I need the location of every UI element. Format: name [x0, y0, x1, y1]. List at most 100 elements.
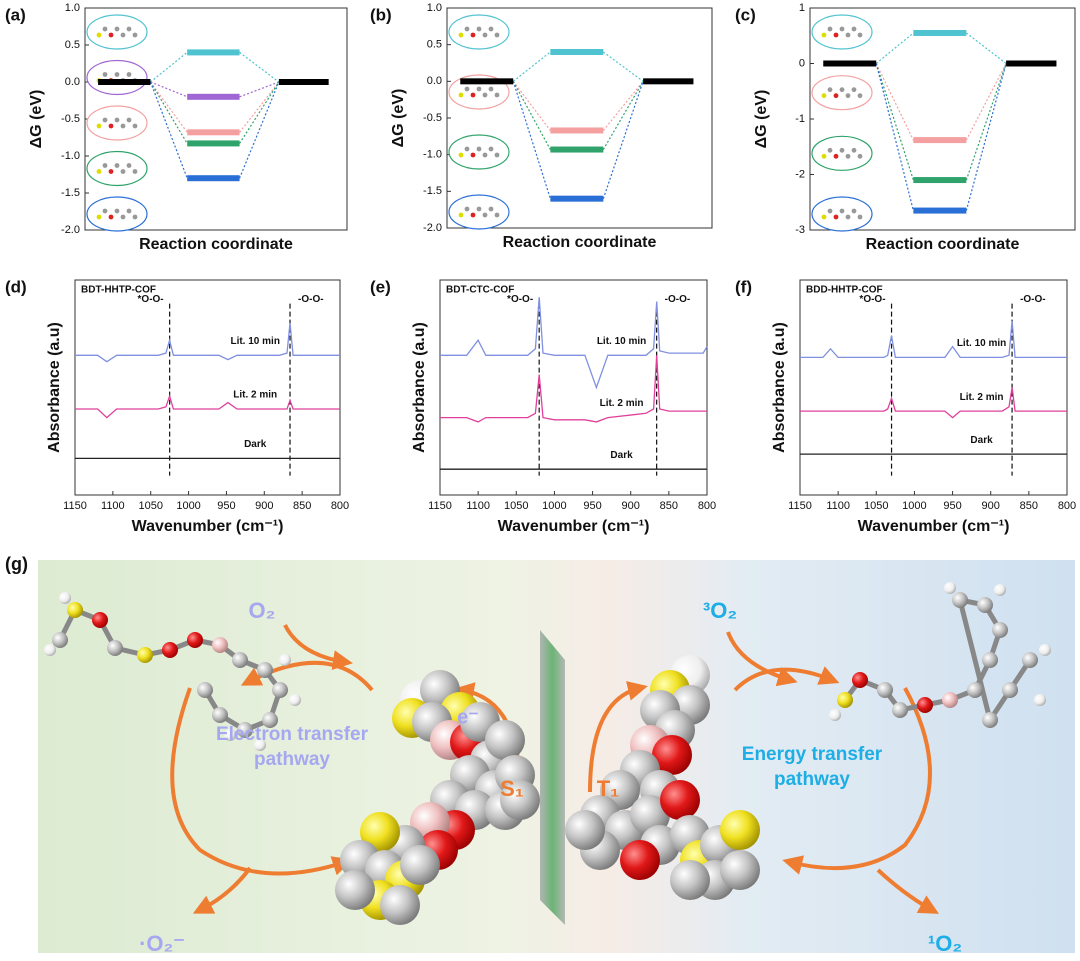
atom [833, 214, 839, 220]
x-tick-label: 1150 [788, 500, 812, 512]
atom [952, 592, 968, 608]
panel-title: BDT-CTC-COF [446, 285, 514, 296]
series-label: Dark [970, 435, 993, 446]
y-tick-label: 0.0 [427, 75, 442, 87]
x-tick-label: 1050 [138, 500, 162, 512]
pathway-label: Energy transfer [742, 744, 883, 765]
connector [965, 63, 1007, 141]
peak-label: *O-O- [859, 294, 885, 305]
atom [827, 147, 833, 153]
atom [120, 214, 126, 220]
atom [821, 32, 827, 38]
arrow [170, 687, 353, 876]
y-tick-label: -2.0 [61, 224, 80, 236]
atom [44, 644, 56, 656]
atom [254, 739, 266, 751]
atom [272, 682, 288, 698]
y-tick-label: -2.0 [423, 222, 442, 234]
atom [982, 712, 998, 728]
atom [335, 870, 375, 910]
x-tick-label: 1050 [864, 500, 888, 512]
peak-label: -O-O- [1020, 294, 1046, 305]
y-axis-label: Absorbance (a.u) [771, 322, 788, 453]
atom [464, 206, 470, 212]
y-axis-label: ΔG (eV) [28, 90, 45, 149]
x-tick-label: 1150 [428, 500, 452, 512]
atom [470, 152, 476, 158]
atom [212, 707, 228, 723]
atom [132, 32, 138, 38]
arrow [588, 681, 648, 793]
y-tick-label: -1.5 [61, 187, 80, 199]
structure-thumbnail [448, 14, 510, 50]
atom [470, 92, 476, 98]
atom [476, 146, 482, 152]
connector [512, 81, 551, 150]
atom [482, 32, 488, 38]
y-tick-label: -1.5 [423, 185, 442, 197]
atom [126, 26, 132, 32]
connector [239, 81, 280, 144]
atom [833, 153, 839, 159]
pathway-label: pathway [254, 749, 330, 770]
atom [877, 682, 893, 698]
species-label: ¹O₂ [928, 931, 962, 956]
x-tick-label: 1100 [466, 500, 490, 512]
pathway-label: Electron transfer [216, 724, 369, 745]
energy-level [550, 146, 604, 153]
spectrum-line [800, 320, 1067, 359]
x-tick-label: 950 [583, 500, 601, 512]
atom [102, 26, 108, 32]
x-tick-label: 900 [622, 500, 640, 512]
energy-level [550, 195, 604, 202]
atom [102, 208, 108, 214]
interface-plane [540, 630, 565, 925]
structure-thumbnail [448, 134, 510, 170]
atom [482, 212, 488, 218]
atom [224, 729, 236, 741]
y-tick-label: 1.0 [65, 2, 80, 14]
atom [102, 163, 108, 168]
energy-level [187, 175, 240, 182]
atom [851, 208, 857, 214]
connector [239, 51, 280, 83]
atom [494, 32, 500, 38]
atom [67, 602, 83, 618]
atom [96, 169, 102, 174]
connector [602, 81, 644, 199]
connector [239, 81, 280, 133]
peak-label: -O-O- [665, 294, 691, 305]
atom [114, 117, 120, 123]
x-tick-label: 850 [660, 500, 678, 512]
atom [982, 652, 998, 668]
state-label: S₁ [500, 776, 524, 801]
atom [1039, 644, 1051, 656]
atom [494, 92, 500, 98]
atom [857, 93, 863, 99]
atom [977, 597, 993, 613]
connector [149, 81, 188, 144]
atom [92, 612, 108, 628]
panel-label: (f) [735, 277, 752, 296]
x-axis-label: Wavenumber (cm⁻¹) [858, 518, 1010, 535]
atom [114, 26, 120, 32]
atom [102, 117, 108, 123]
atom [833, 32, 839, 38]
atom [833, 93, 839, 99]
peak-label: -O-O- [298, 294, 324, 305]
species-label: ·O₂⁻ [139, 931, 185, 956]
atom [670, 860, 710, 900]
atom [162, 642, 178, 658]
y-tick-label: -3 [795, 224, 805, 236]
x-tick-label: 1000 [176, 500, 200, 512]
atom [59, 592, 71, 604]
atom [237, 722, 253, 738]
arrow [192, 866, 252, 914]
atom [845, 32, 851, 38]
energy-level [187, 140, 240, 147]
x-axis-label: Wavenumber (cm⁻¹) [498, 518, 650, 535]
y-tick-label: -0.5 [423, 112, 442, 124]
plot-frame [74, 279, 341, 496]
arrow [782, 687, 932, 875]
